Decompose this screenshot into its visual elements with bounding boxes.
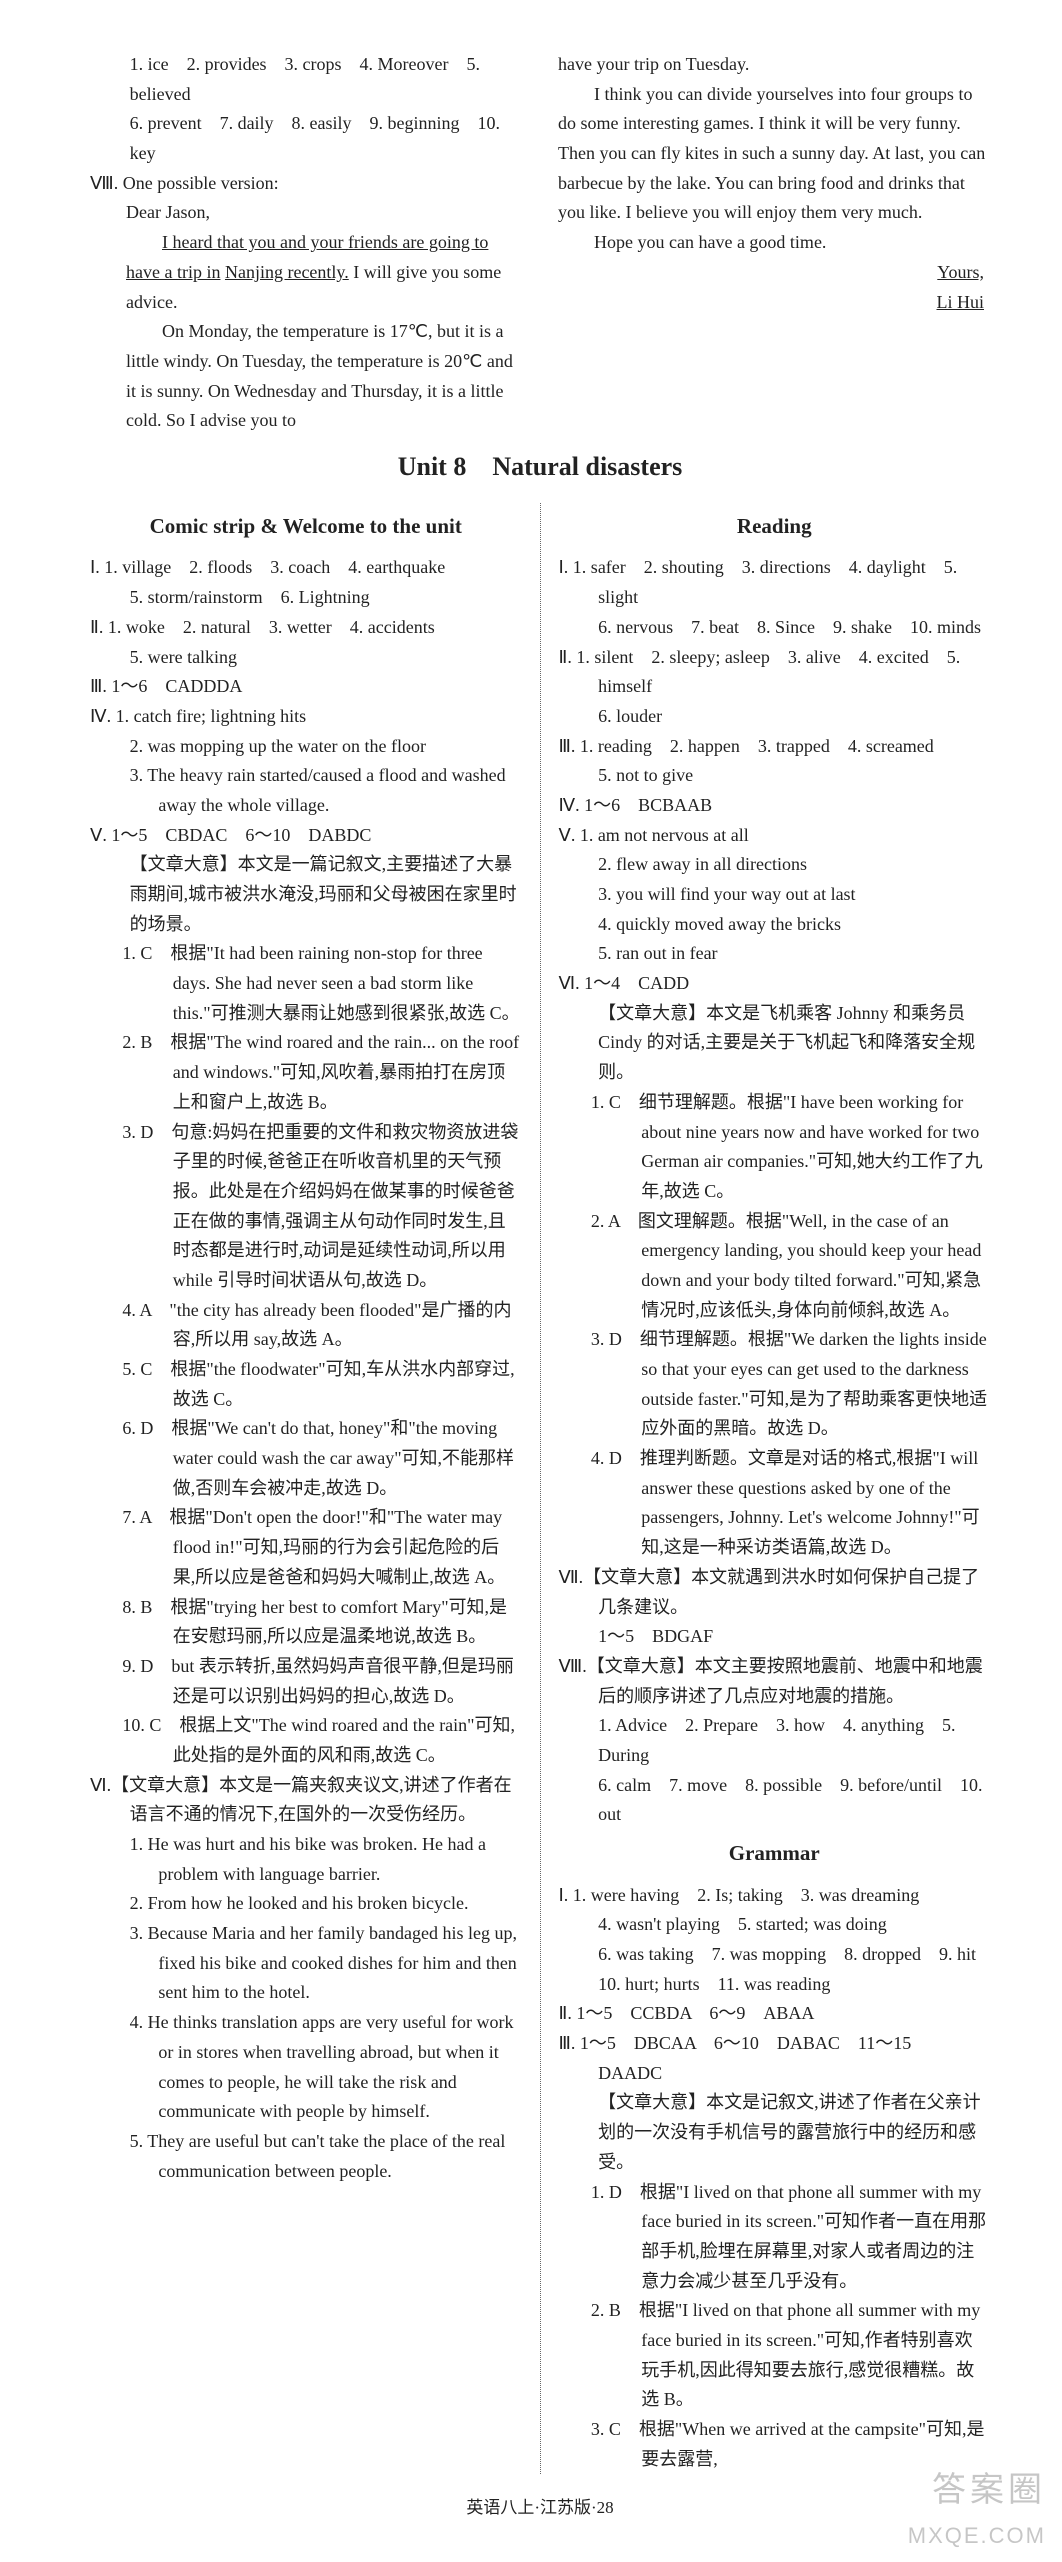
reading-II2: 6. louder <box>559 702 991 732</box>
comic-III: Ⅲ. 1～6 CADDDA <box>90 672 522 702</box>
letter-p1: I heard that you and your friends are go… <box>90 228 522 317</box>
comic-V1: 1. C 根据"It had been raining non-stop for… <box>90 939 522 1028</box>
reading-VI3: 3. D 细节理解题。根据"We darken the lights insid… <box>559 1325 991 1444</box>
reading-V5: 5. ran out in fear <box>559 939 991 969</box>
vocab-line-2: 6. prevent 7. daily 8. easily 9. beginni… <box>90 109 522 168</box>
letter-r1: have your trip on Tuesday. <box>558 50 990 80</box>
comic-V10: 10. C 根据上文"The wind roared and the rain"… <box>90 1711 522 1770</box>
vocab-line-1: 1. ice 2. provides 3. crops 4. Moreover … <box>90 50 522 109</box>
comic-heading: Comic strip & Welcome to the unit <box>90 509 522 544</box>
grammar-I4: 10. hurt; hurts 11. was reading <box>559 1970 991 2000</box>
comic-VI1: 1. He was hurt and his bike was broken. … <box>90 1830 522 1889</box>
comic-VI-meaning: Ⅵ.【文章大意】本文是一篇夹叙夹议文,讲述了作者在语言不通的情况下,在国外的一次… <box>90 1771 522 1830</box>
grammar-III1: 1. D 根据"I lived on that phone all summer… <box>559 2178 991 2297</box>
reading-III2: 5. not to give <box>559 761 991 791</box>
opv-label: Ⅷ. One possible version: <box>90 169 522 199</box>
main-section: Comic strip & Welcome to the unit Ⅰ. 1. … <box>90 503 990 2475</box>
comic-V-meaning: 【文章大意】本文是一篇记叙文,主要描述了大暴雨期间,城市被洪水淹没,玛丽和父母被… <box>90 850 522 939</box>
letter-sig2: Li Hui <box>558 288 990 318</box>
comic-V2: 2. B 根据"The wind roared and the rain... … <box>90 1028 522 1117</box>
reading-VII-meaning: Ⅶ.【文章大意】本文就遇到洪水时如何保护自己提了几条建议。 <box>559 1563 991 1622</box>
comic-I2: 5. storm/rainstorm 6. Lightning <box>90 583 522 613</box>
reading-I1: Ⅰ. 1. safer 2. shouting 3. directions 4.… <box>559 553 991 612</box>
top-left-col: 1. ice 2. provides 3. crops 4. Moreover … <box>90 50 540 436</box>
reading-I2: 6. nervous 7. beat 8. Since 9. shake 10.… <box>559 613 991 643</box>
grammar-III3: 3. C 根据"When we arrived at the campsite"… <box>559 2415 991 2474</box>
top-right-col: have your trip on Tuesday. I think you c… <box>540 50 990 436</box>
grammar-II: Ⅱ. 1～5 CCBDA 6～9 ABAA <box>559 1999 991 2029</box>
reading-VI4: 4. D 推理判断题。文章是对话的格式,根据"I will answer the… <box>559 1444 991 1563</box>
grammar-I1: Ⅰ. 1. were having 2. Is; taking 3. was d… <box>559 1881 991 1911</box>
reading-VII-ans: 1～5 BDGAF <box>559 1622 991 1652</box>
grammar-III-meaning: 【文章大意】本文是记叙文,讲述了作者在父亲计划的一次没有手机信号的露营旅行中的经… <box>559 2088 991 2177</box>
letter-sig1: Yours, <box>558 258 990 288</box>
comic-V6: 6. D 根据"We can't do that, honey"和"the mo… <box>90 1414 522 1503</box>
comic-II1: Ⅱ. 1. woke 2. natural 3. wetter 4. accid… <box>90 613 522 643</box>
comic-IV1: Ⅳ. 1. catch fire; lightning hits <box>90 702 522 732</box>
comic-V3: 3. D 句意:妈妈在把重要的文件和救灾物资放进袋子里的时候,爸爸正在听收音机里… <box>90 1118 522 1296</box>
reading-IV: Ⅳ. 1～6 BCBAAB <box>559 791 991 821</box>
comic-V4: 4. A "the city has already been flooded"… <box>90 1296 522 1355</box>
comic-VI3: 3. Because Maria and her family bandaged… <box>90 1919 522 2008</box>
reading-V4: 4. quickly moved away the bricks <box>559 910 991 940</box>
letter-p1b: Nanjing recently. <box>225 262 349 282</box>
comic-V7: 7. A 根据"Don't open the door!"和"The water… <box>90 1503 522 1592</box>
reading-VIII2: 6. calm 7. move 8. possible 9. before/un… <box>559 1771 991 1830</box>
reading-VI-head: Ⅵ. 1～4 CADD <box>559 969 991 999</box>
reading-VIII1: 1. Advice 2. Prepare 3. how 4. anything … <box>559 1711 991 1770</box>
letter-r3: Hope you can have a good time. <box>558 228 990 258</box>
main-left-col: Comic strip & Welcome to the unit Ⅰ. 1. … <box>90 503 540 2475</box>
reading-VI-meaning: 【文章大意】本文是飞机乘客 Johnny 和乘务员 Cindy 的对话,主要是关… <box>559 999 991 1088</box>
comic-II2: 5. were talking <box>90 643 522 673</box>
reading-VI1: 1. C 细节理解题。根据"I have been working for ab… <box>559 1088 991 1207</box>
reading-heading: Reading <box>559 509 991 544</box>
unit-title: Unit 8 Natural disasters <box>90 446 990 489</box>
comic-IV3: 3. The heavy rain started/caused a flood… <box>90 761 522 820</box>
reading-III1: Ⅲ. 1. reading 2. happen 3. trapped 4. sc… <box>559 732 991 762</box>
comic-IV2: 2. was mopping up the water on the floor <box>90 732 522 762</box>
comic-VI2: 2. From how he looked and his broken bic… <box>90 1889 522 1919</box>
comic-V5: 5. C 根据"the floodwater"可知,车从洪水内部穿过,故选 C。 <box>90 1355 522 1414</box>
reading-VIII-meaning: Ⅷ.【文章大意】本文主要按照地震前、地震中和地震后的顺序讲述了几点应对地震的措施… <box>559 1652 991 1711</box>
grammar-heading: Grammar <box>559 1836 991 1871</box>
grammar-I2: 4. wasn't playing 5. started; was doing <box>559 1910 991 1940</box>
grammar-I3: 6. was taking 7. was mopping 8. dropped … <box>559 1940 991 1970</box>
comic-VI5: 5. They are useful but can't take the pl… <box>90 2127 522 2186</box>
grammar-III-head: Ⅲ. 1～5 DBCAA 6～10 DABAC 11～15 DAADC <box>559 2029 991 2088</box>
top-section: 1. ice 2. provides 3. crops 4. Moreover … <box>90 50 990 436</box>
comic-VI4: 4. He thinks translation apps are very u… <box>90 2008 522 2127</box>
watermark-line2: MXQE.COM <box>908 2518 1046 2554</box>
letter-dear: Dear Jason, <box>90 198 522 228</box>
main-right-col: Reading Ⅰ. 1. safer 2. shouting 3. direc… <box>541 503 991 2475</box>
letter-r2: I think you can divide yourselves into f… <box>558 80 990 228</box>
comic-V8: 8. B 根据"trying her best to comfort Mary"… <box>90 1593 522 1652</box>
reading-V3: 3. you will find your way out at last <box>559 880 991 910</box>
comic-V9: 9. D but 表示转折,虽然妈妈声音很平静,但是玛丽还是可以识别出妈妈的担心… <box>90 1652 522 1711</box>
reading-II1: Ⅱ. 1. silent 2. sleepy; asleep 3. alive … <box>559 643 991 702</box>
comic-V-head: Ⅴ. 1～5 CBDAC 6～10 DABDC <box>90 821 522 851</box>
page-footer: 英语八上·江苏版·28 <box>90 2494 990 2522</box>
reading-V2: 2. flew away in all directions <box>559 850 991 880</box>
reading-VI2: 2. A 图文理解题。根据"Well, in the case of an em… <box>559 1207 991 1326</box>
comic-I1: Ⅰ. 1. village 2. floods 3. coach 4. eart… <box>90 553 522 583</box>
letter-p2: On Monday, the temperature is 17℃, but i… <box>90 317 522 436</box>
reading-V1: Ⅴ. 1. am not nervous at all <box>559 821 991 851</box>
grammar-III2: 2. B 根据"I lived on that phone all summer… <box>559 2296 991 2415</box>
